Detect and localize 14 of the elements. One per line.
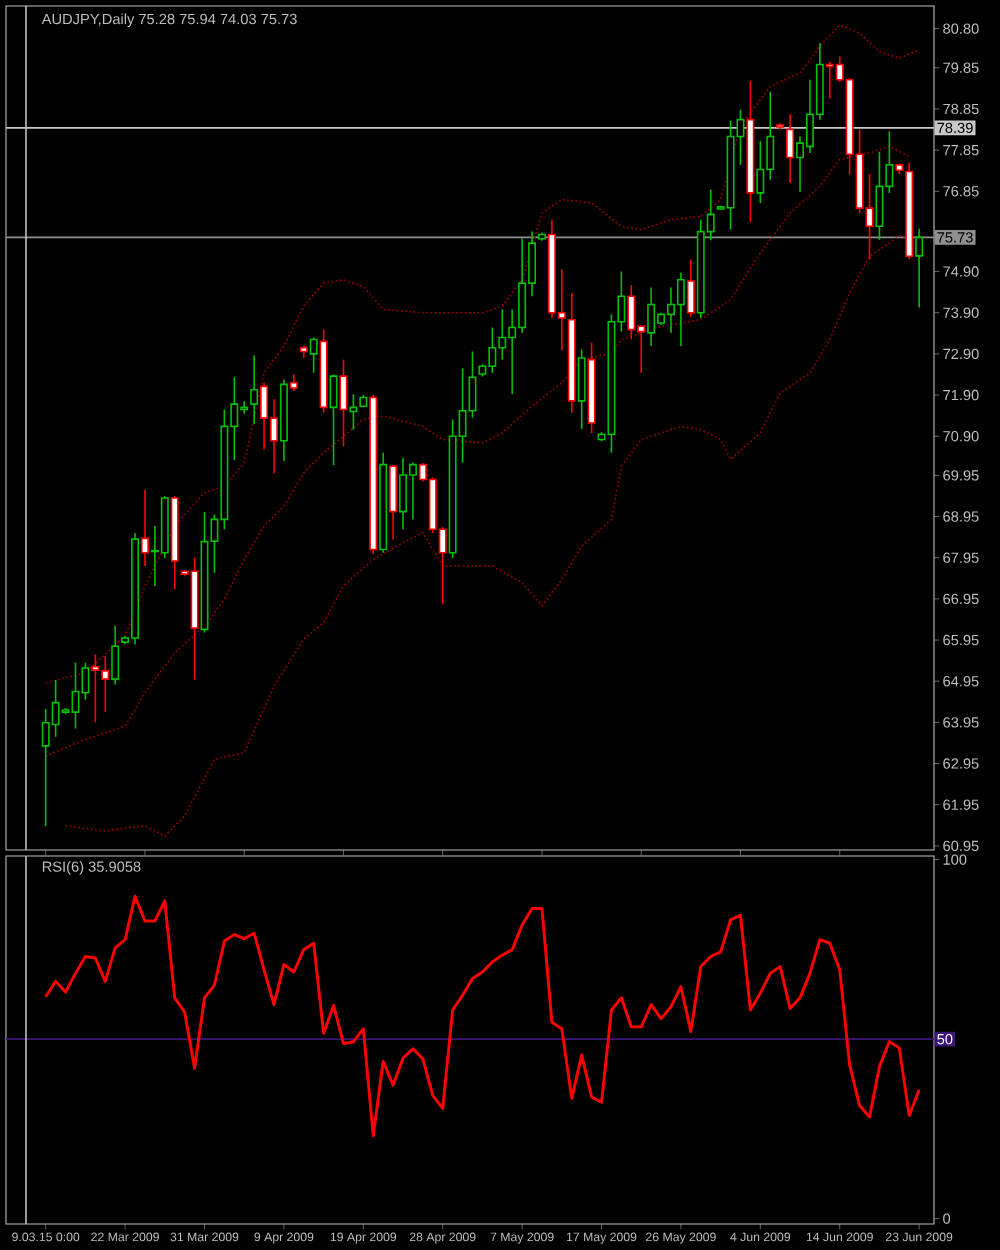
candlestick bbox=[786, 113, 795, 184]
line-series bbox=[44, 894, 921, 1138]
candlestick bbox=[339, 358, 348, 447]
candlestick bbox=[329, 373, 338, 466]
candlestick bbox=[140, 488, 149, 567]
candlestick bbox=[389, 464, 398, 541]
candlestick bbox=[111, 624, 120, 686]
candlestick bbox=[915, 227, 924, 309]
candlestick bbox=[349, 393, 358, 431]
line-series bbox=[44, 145, 910, 757]
candlestick bbox=[686, 258, 695, 318]
candlestick bbox=[250, 354, 259, 425]
candlestick bbox=[577, 348, 586, 430]
candlestick bbox=[309, 336, 318, 374]
